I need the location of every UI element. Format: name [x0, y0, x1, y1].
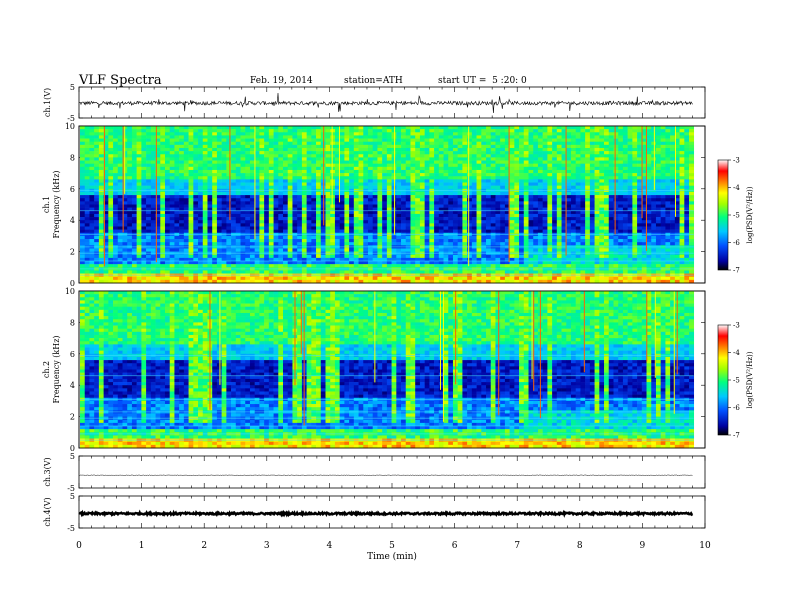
colorbar-tick-label: -4	[733, 349, 740, 357]
y-tick-label: 2	[70, 248, 75, 257]
x-tick-label: 3	[264, 541, 270, 551]
colorbar	[717, 159, 729, 271]
y-tick-label: 4	[70, 381, 75, 390]
panel-frame-overlay	[78, 290, 706, 449]
date-label: Feb. 19, 2014	[250, 76, 313, 86]
colorbar-tick-label: -5	[733, 212, 740, 220]
y-tick-label: 5	[70, 83, 75, 92]
colorbar-tick-label: -3	[733, 322, 740, 330]
x-tick-label: 8	[577, 541, 583, 551]
colorbar-tick-label: -7	[733, 432, 740, 440]
y-tick-label: 4	[70, 216, 75, 225]
x-tick-label: 5	[389, 541, 395, 551]
panel-frame-overlay	[78, 125, 706, 284]
y-tick-label: 10	[65, 122, 75, 131]
y-axis-label: Frequency (kHz)	[52, 335, 61, 403]
spectrogram-cells	[80, 126, 695, 284]
colorbar-tick-label: -6	[733, 404, 740, 412]
y-tick-label: 6	[70, 185, 75, 194]
x-tick-label: 2	[201, 541, 207, 551]
colorbar	[717, 324, 729, 436]
y-axis-label: ch.1(V)	[43, 88, 52, 117]
colorbar-tick-label: -3	[733, 157, 740, 165]
x-tick-label: 7	[514, 541, 520, 551]
y-tick-label: 8	[70, 318, 75, 327]
waveform-trace	[78, 509, 694, 518]
y-axis-label: ch.2	[42, 361, 51, 378]
y-axis-label: ch.3(V)	[43, 457, 52, 486]
x-tick-label: 4	[327, 541, 333, 551]
x-tick-label: 1	[139, 541, 145, 551]
x-tick-label: 6	[452, 541, 458, 551]
y-tick-label: 5	[70, 492, 75, 501]
x-tick-label: 0	[76, 541, 82, 551]
y-axis-label: ch.1	[42, 196, 51, 213]
y-tick-label: 2	[70, 413, 75, 422]
x-tick-label: 9	[640, 541, 646, 551]
y-tick-label: -5	[67, 114, 75, 123]
y-tick-label: 0	[70, 279, 75, 288]
x-axis-label: Time (min)	[367, 551, 417, 562]
y-axis-label: Frequency (kHz)	[52, 170, 61, 238]
colorbar-label: log(PSD(V²/Hz))	[746, 186, 754, 243]
y-tick-label: 0	[70, 444, 75, 453]
x-tick-label: 10	[699, 541, 711, 551]
spectrogram-cells	[80, 291, 695, 449]
colorbar-tick-label: -7	[733, 267, 740, 275]
y-tick-label: -5	[67, 484, 75, 493]
colorbar-tick-label: -6	[733, 239, 740, 247]
y-tick-label: 8	[70, 153, 75, 162]
y-axis-label: ch.4(V)	[43, 497, 52, 526]
start-time-label: start UT = 5 :20: 0	[438, 76, 527, 86]
y-tick-label: 6	[70, 350, 75, 359]
y-tick-label: 10	[65, 287, 75, 296]
y-tick-label: -5	[67, 524, 75, 533]
colorbar-label: log(PSD(V²/Hz))	[746, 351, 754, 408]
station-label: station=ATH	[344, 76, 403, 86]
colorbar-tick-label: -5	[733, 377, 740, 385]
chart-title: VLF Spectra	[79, 73, 162, 88]
y-tick-label: 5	[70, 452, 75, 461]
waveform-trace	[78, 92, 693, 114]
colorbar-tick-label: -4	[733, 184, 740, 192]
